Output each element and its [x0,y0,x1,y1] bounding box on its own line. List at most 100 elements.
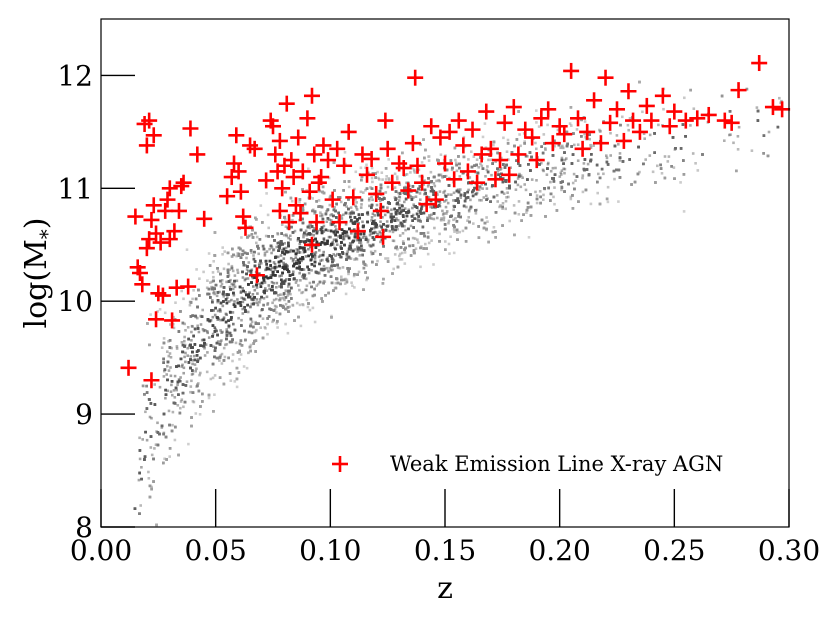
density-cell [657,123,660,127]
density-cell [437,178,441,182]
density-cell [574,179,577,182]
density-cell [209,281,212,284]
density-cell [353,233,357,236]
density-cell [137,478,141,482]
density-cell [223,355,227,359]
density-cell [679,181,682,184]
density-cell [150,416,153,420]
density-cell [390,208,393,212]
density-cell [329,213,332,217]
density-cell [169,323,172,326]
density-cell [250,298,253,301]
density-cell [447,221,450,225]
density-cell [359,206,363,209]
density-cell [317,199,321,202]
density-cell [407,208,411,212]
density-cell [412,169,416,173]
density-cell [426,252,430,256]
density-cell [380,171,384,174]
density-cell [359,190,363,194]
density-cell [486,220,489,223]
density-cell [267,226,270,230]
density-cell [723,139,726,142]
density-cell [332,238,336,242]
density-cell [189,390,192,394]
density-cell [483,122,487,125]
density-cell [180,398,184,401]
density-cell [560,156,564,160]
density-cell [283,298,286,302]
density-cell [445,210,449,213]
density-cell [561,144,564,148]
density-cell [439,173,443,177]
density-cell [236,252,239,255]
density-cell [345,278,349,282]
density-cell [398,252,402,256]
density-cell [200,338,204,342]
density-cell [293,229,297,233]
density-cell [376,233,379,236]
density-cell [252,254,255,257]
density-cell [242,365,246,368]
density-cell [206,331,209,335]
density-cell [222,295,226,298]
density-cell [423,204,427,207]
density-cell [391,230,395,234]
density-cell [255,241,258,245]
density-cell [524,188,528,192]
density-cell [290,199,294,203]
density-cell [393,253,397,256]
density-cell [507,195,510,199]
density-cell [264,234,268,238]
density-cell [484,175,487,178]
density-cell [319,214,322,218]
density-cell [609,131,612,135]
density-cell [417,209,420,212]
density-cell [519,144,522,148]
density-cell [265,250,269,253]
density-cell [506,158,510,161]
density-cell [499,204,502,207]
density-cell [216,300,219,304]
density-cell [413,171,417,174]
density-cell [463,145,467,149]
density-cell [282,233,286,237]
density-cell [485,194,488,198]
density-cell [540,161,543,165]
density-cell [345,205,348,208]
density-cell [219,329,222,332]
density-cell [357,270,361,274]
density-cell [186,326,190,329]
density-cell [504,207,507,211]
density-cell [387,158,390,161]
density-cell [186,346,189,350]
density-cell [452,191,456,195]
density-cell [163,369,166,373]
density-cell [641,110,644,114]
density-cell [660,172,664,175]
density-cell [282,261,285,265]
density-cell [245,366,249,370]
density-cell [505,187,509,190]
density-cell [301,290,305,294]
density-cell [438,232,441,236]
density-cell [662,107,665,111]
density-cell [243,218,247,222]
density-cell [409,224,413,228]
density-cell [308,308,312,312]
density-cell [340,214,343,218]
density-cell [267,284,271,287]
density-cell [241,307,244,311]
density-cell [412,196,415,199]
density-cell [355,205,358,209]
density-cell [280,274,283,277]
density-cell [400,258,404,261]
density-cell [173,374,177,378]
density-cell [328,266,331,270]
density-cell [617,143,620,146]
density-cell [193,363,197,366]
density-cell [298,200,301,204]
density-cell [233,300,236,303]
density-cell [419,220,422,223]
